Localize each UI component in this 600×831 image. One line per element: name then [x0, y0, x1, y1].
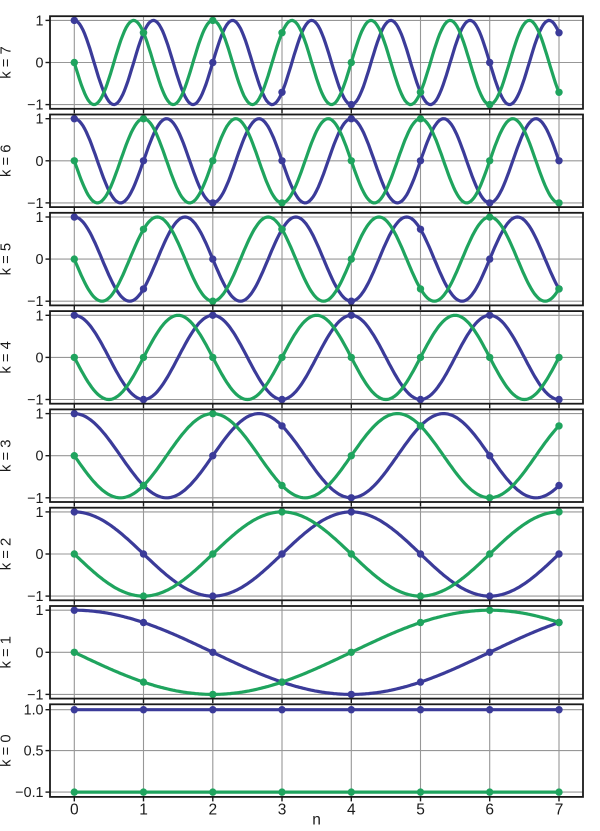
svg-text:0: 0	[36, 252, 44, 268]
svg-text:1: 1	[36, 112, 44, 128]
svg-text:0: 0	[36, 350, 44, 366]
svg-text:−1: −1	[27, 687, 43, 703]
svg-text:1: 1	[36, 308, 44, 324]
svg-text:k = 6: k = 6	[0, 145, 15, 178]
svg-text:2: 2	[208, 802, 217, 819]
svg-text:1.0: 1.0	[24, 703, 44, 719]
svg-text:4: 4	[347, 802, 356, 819]
svg-text:−1: −1	[27, 294, 43, 310]
svg-text:0: 0	[36, 154, 44, 170]
svg-text:k = 3: k = 3	[0, 439, 15, 472]
svg-text:1: 1	[139, 802, 148, 819]
svg-text:−1: −1	[27, 196, 43, 212]
svg-text:k = 2: k = 2	[0, 538, 15, 571]
svg-text:k = 7: k = 7	[0, 46, 15, 79]
svg-text:n: n	[312, 812, 321, 827]
svg-text:−1: −1	[27, 491, 43, 507]
svg-text:k = 5: k = 5	[0, 243, 15, 276]
svg-text:3: 3	[278, 802, 287, 819]
svg-text:0: 0	[36, 547, 44, 563]
svg-text:1: 1	[36, 13, 44, 29]
svg-text:7: 7	[555, 802, 564, 819]
svg-text:−1: −1	[27, 98, 43, 114]
svg-text:5: 5	[416, 802, 425, 819]
svg-text:0: 0	[36, 645, 44, 661]
svg-text:0.5: 0.5	[24, 744, 44, 760]
svg-text:6: 6	[485, 802, 494, 819]
svg-text:0: 0	[36, 449, 44, 465]
svg-text:0: 0	[36, 56, 44, 72]
svg-text:k = 4: k = 4	[0, 341, 15, 374]
svg-text:−0.1: −0.1	[15, 785, 43, 801]
svg-text:k = 0: k = 0	[0, 734, 15, 767]
svg-text:0: 0	[70, 802, 79, 819]
svg-text:1: 1	[36, 505, 44, 521]
svg-text:k = 1: k = 1	[0, 636, 15, 669]
svg-text:1: 1	[36, 407, 44, 423]
svg-text:−1: −1	[27, 393, 43, 409]
svg-text:1: 1	[36, 210, 44, 226]
svg-text:−1: −1	[27, 589, 43, 605]
svg-text:1: 1	[36, 603, 44, 619]
